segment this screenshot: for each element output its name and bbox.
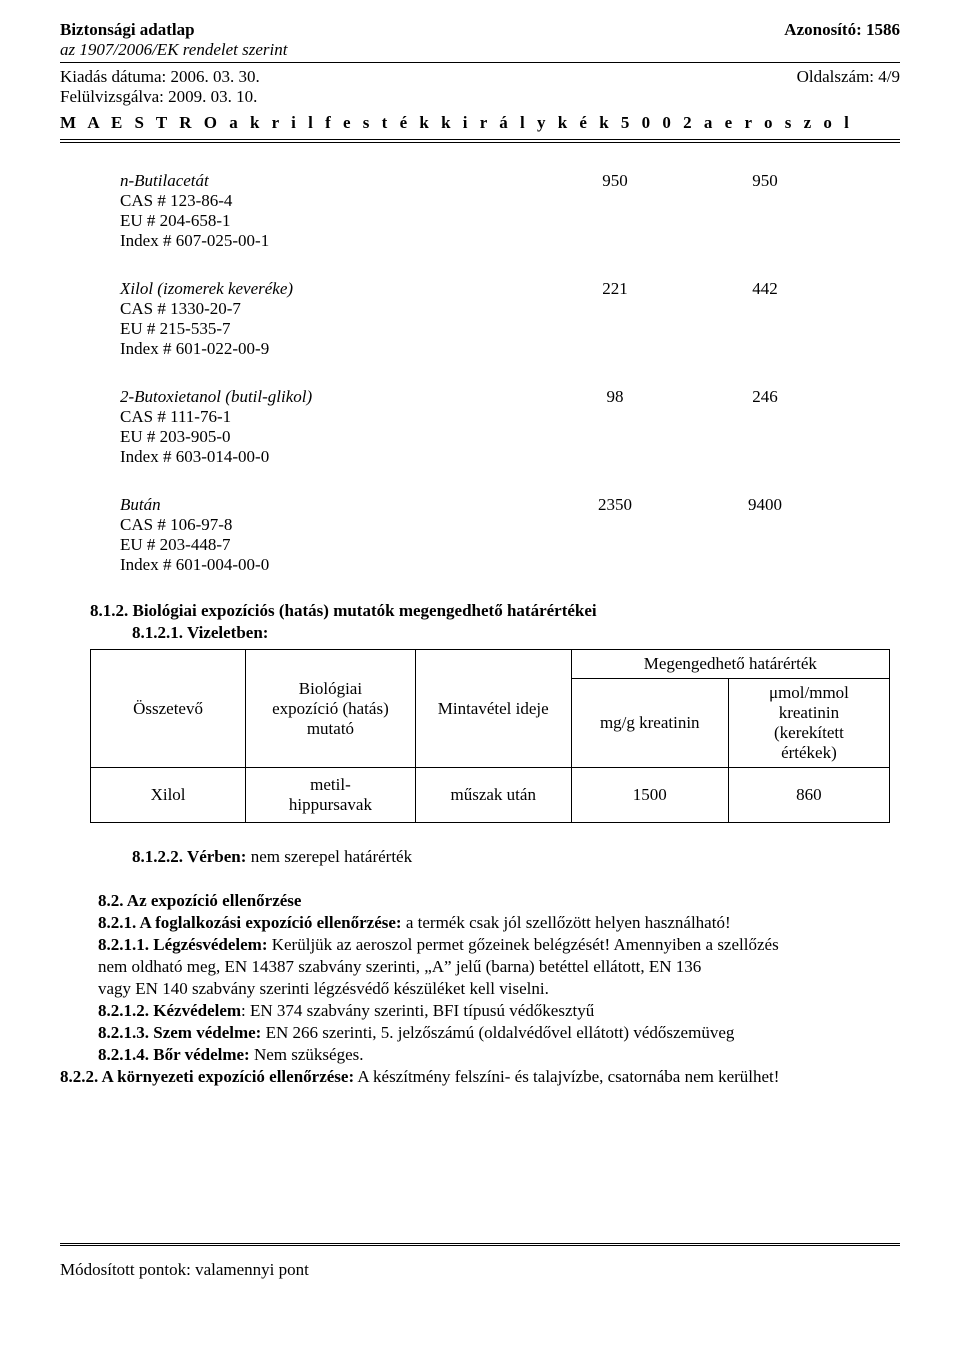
table-header-indicator: Biológiai expozíció (hatás) mutató [246,650,416,768]
section-heading-812: 8.1.2. Biológiai expozíciós (hatás) muta… [90,601,900,621]
substance-value: 442 [690,279,840,299]
product-name: M A E S T R O a k r i l f e s t é k k i … [60,113,900,133]
substance-value: 9400 [690,495,840,515]
section-label: 8.2.1.2. Kézvédelem [98,1001,241,1020]
section-text: nem szerepel határérték [246,847,412,866]
table-header-mgg: mg/g kreatinin [571,679,728,768]
section-8122: 8.1.2.2. Vérben: nem szerepel határérték [132,847,900,867]
substance-block: n-Butilacetát 950 950 CAS # 123-86-4 EU … [120,171,900,251]
section-label: 8.2.1. A foglalkozási expozíció ellenőrz… [98,913,402,932]
substance-eu: EU # 203-448-7 [120,535,900,555]
table-cell: 1500 [571,768,728,823]
doc-id: Azonosító: 1586 [784,20,900,40]
table-header-umol: μmol/mmol kreatinin (kerekített értékek) [728,679,889,768]
section-text: Kerüljük az aeroszol permet gőzeinek bel… [267,935,778,954]
substance-name: Bután [120,495,540,515]
section-8211-cont: vagy EN 140 szabvány szerinti légzésvédő… [98,979,900,999]
substance-value: 246 [690,387,840,407]
substance-value: 950 [540,171,690,191]
section-text: A készítmény felszíni- és talajvízbe, cs… [354,1067,779,1086]
table-header-sampletime: Mintavétel ideje [415,650,571,768]
section-text: : EN 374 szabvány szerinti, BFI típusú v… [241,1001,594,1020]
substance-cas: CAS # 111-76-1 [120,407,900,427]
section-label: 8.2.2. A környezeti expozíció ellenőrzés… [60,1067,354,1086]
substance-value: 950 [690,171,840,191]
substance-cas: CAS # 106-97-8 [120,515,900,535]
substance-eu: EU # 203-905-0 [120,427,900,447]
table-cell: metil- hippursavak [246,768,416,823]
substance-value: 98 [540,387,690,407]
substance-value: 221 [540,279,690,299]
section-8212: 8.2.1.2. Kézvédelem: EN 374 szabvány sze… [98,1001,900,1021]
substance-value: 2350 [540,495,690,515]
page-number: Oldalszám: 4/9 [797,67,900,87]
substance-block: 2-Butoxietanol (butil-glikol) 98 246 CAS… [120,387,900,467]
section-821: 8.2.1. A foglalkozási expozíció ellenőrz… [98,913,900,933]
section-label: 8.2.1.1. Légzésvédelem: [98,935,267,954]
bio-exposure-table: Összetevő Biológiai expozíció (hatás) mu… [90,649,890,823]
section-label: 8.2.1.4. Bőr védelme: [98,1045,250,1064]
substance-eu: EU # 204-658-1 [120,211,900,231]
substance-block: Bután 2350 9400 CAS # 106-97-8 EU # 203-… [120,495,900,575]
section-8211-cont: nem oldható meg, EN 14387 szabvány szeri… [98,957,900,977]
section-heading-8121: 8.1.2.1. Vizeletben: [132,623,900,643]
page-title: Biztonsági adatlap [60,20,287,40]
section-text: Nem szükséges. [250,1045,364,1064]
section-label: 8.1.2.2. Vérben: [132,847,246,866]
substance-cas: CAS # 1330-20-7 [120,299,900,319]
issue-date: Kiadás dátuma: 2006. 03. 30. [60,67,260,87]
section-8213: 8.2.1.3. Szem védelme: EN 266 szerinti, … [98,1023,900,1043]
substance-index: Index # 601-022-00-9 [120,339,900,359]
section-text: EN 266 szerinti, 5. jelzőszámú (oldalvéd… [261,1023,734,1042]
table-header-limit: Megengedhető határérték [571,650,889,679]
substance-index: Index # 603-014-00-0 [120,447,900,467]
substance-index: Index # 607-025-00-1 [120,231,900,251]
table-cell: Xilol [91,768,246,823]
substance-name: n-Butilacetát [120,171,540,191]
divider [60,1243,900,1246]
table-cell: 860 [728,768,889,823]
table-header-component: Összetevő [91,650,246,768]
table-cell: műszak után [415,768,571,823]
section-heading-82: 8.2. Az expozíció ellenőrzése [98,891,900,911]
substance-name: Xilol (izomerek keveréke) [120,279,540,299]
table-row: Xilol metil- hippursavak műszak után 150… [91,768,890,823]
section-8211: 8.2.1.1. Légzésvédelem: Kerüljük az aero… [98,935,900,955]
section-822: 8.2.2. A környezeti expozíció ellenőrzés… [60,1067,900,1087]
revised-date: Felülvizsgálva: 2009. 03. 10. [60,87,260,107]
divider [60,62,900,63]
substance-index: Index # 601-004-00-0 [120,555,900,575]
footer-modified-points: Módosított pontok: valamennyi pont [60,1260,309,1280]
substance-cas: CAS # 123-86-4 [120,191,900,211]
section-label: 8.2.1.3. Szem védelme: [98,1023,261,1042]
section-8214: 8.2.1.4. Bőr védelme: Nem szükséges. [98,1045,900,1065]
substance-block: Xilol (izomerek keveréke) 221 442 CAS # … [120,279,900,359]
regulation-line: az 1907/2006/EK rendelet szerint [60,40,287,60]
substance-name: 2-Butoxietanol (butil-glikol) [120,387,540,407]
substance-eu: EU # 215-535-7 [120,319,900,339]
section-text: a termék csak jól szellőzött helyen hasz… [402,913,731,932]
divider [60,139,900,143]
